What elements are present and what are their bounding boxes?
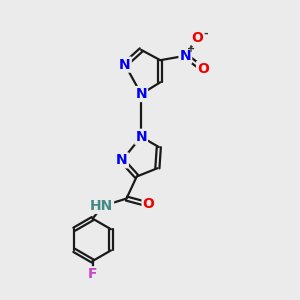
- Text: N: N: [179, 49, 191, 63]
- Text: HN: HN: [90, 199, 113, 213]
- Text: O: O: [142, 197, 154, 212]
- Text: -: -: [203, 29, 208, 39]
- Text: N: N: [135, 130, 147, 144]
- Text: O: O: [191, 31, 203, 45]
- Text: +: +: [187, 44, 195, 54]
- Text: N: N: [135, 87, 147, 101]
- Text: F: F: [88, 267, 97, 281]
- Text: N: N: [116, 153, 128, 167]
- Text: O: O: [197, 62, 209, 76]
- Text: N: N: [119, 58, 131, 72]
